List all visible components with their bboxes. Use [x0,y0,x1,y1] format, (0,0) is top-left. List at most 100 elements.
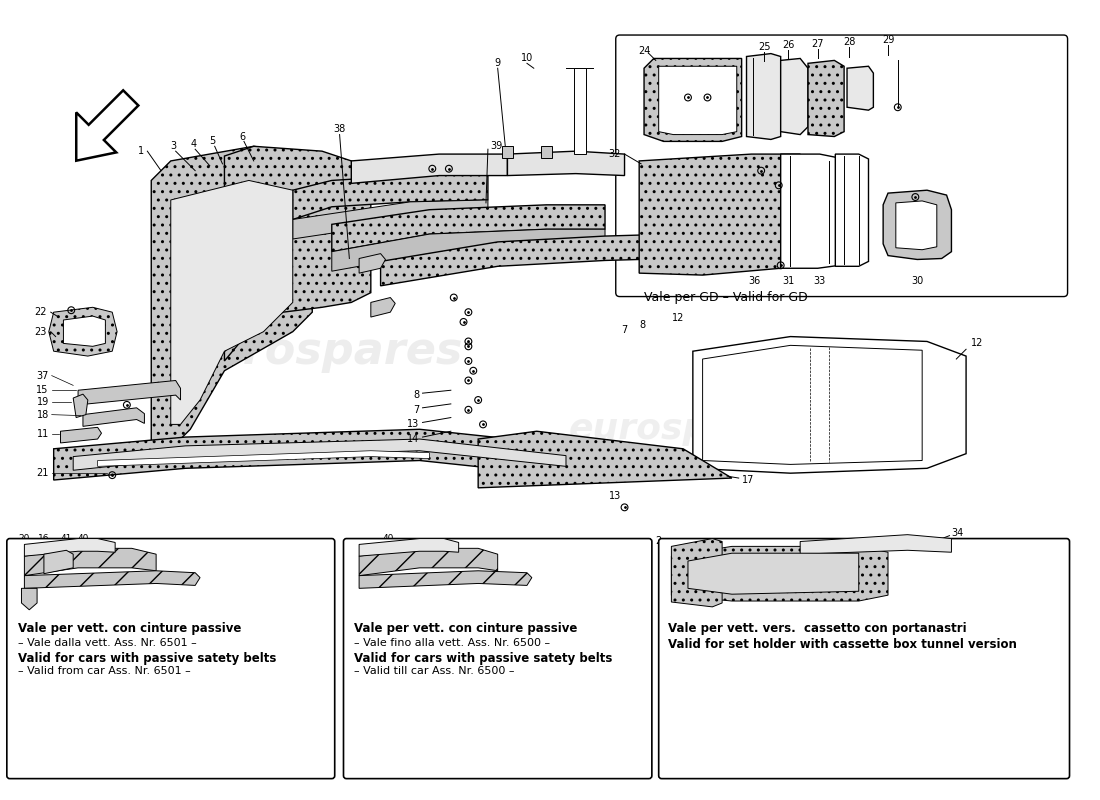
Text: 39: 39 [490,142,502,151]
Polygon shape [688,554,859,594]
Text: – Vale fino alla vett. Ass. Nr. 6500 –: – Vale fino alla vett. Ass. Nr. 6500 – [354,638,550,648]
Text: 15: 15 [36,386,48,395]
Polygon shape [502,146,514,158]
Text: 28: 28 [843,37,855,47]
Polygon shape [359,254,385,273]
Polygon shape [22,588,37,610]
Text: – Valid till car Ass. Nr. 6500 –: – Valid till car Ass. Nr. 6500 – [354,666,515,677]
Text: 20: 20 [19,534,30,543]
Text: 6: 6 [239,131,245,142]
Text: 24: 24 [638,46,650,56]
Polygon shape [478,431,732,488]
Text: 23: 23 [34,326,47,337]
Polygon shape [152,146,312,458]
Polygon shape [895,201,937,250]
Polygon shape [781,58,808,134]
Text: 3: 3 [170,142,177,151]
Polygon shape [359,570,531,588]
Polygon shape [44,550,74,574]
Text: – Valid from car Ass. Nr. 6501 –: – Valid from car Ass. Nr. 6501 – [18,666,190,677]
Text: 33: 33 [814,276,826,286]
Text: 7: 7 [414,405,419,414]
Text: eurospares: eurospares [182,330,463,373]
Text: 14: 14 [407,434,419,444]
Polygon shape [76,90,139,161]
Polygon shape [847,66,873,110]
Polygon shape [835,154,869,266]
Polygon shape [64,316,106,346]
FancyBboxPatch shape [7,538,334,778]
Polygon shape [883,190,952,259]
Text: 34: 34 [952,528,964,538]
Text: 42: 42 [32,602,43,611]
Text: 45: 45 [8,573,20,582]
Text: 11: 11 [36,429,48,439]
Text: 22: 22 [34,307,47,317]
Polygon shape [639,154,800,275]
Polygon shape [540,146,552,158]
Text: 18: 18 [164,563,175,572]
Polygon shape [800,534,952,554]
Text: 21: 21 [195,581,207,590]
Text: 30: 30 [911,276,923,286]
Polygon shape [359,538,459,556]
Polygon shape [332,205,605,252]
Text: 15: 15 [161,552,173,561]
Text: 35: 35 [898,600,910,610]
Polygon shape [224,146,371,361]
Text: Valid for cars with passive satety belts: Valid for cars with passive satety belts [18,652,276,665]
Text: 9: 9 [495,58,500,68]
Text: 29: 29 [882,35,894,45]
Text: 10: 10 [520,54,534,63]
Polygon shape [24,570,200,588]
Polygon shape [48,307,117,356]
Polygon shape [359,548,497,576]
Text: 38: 38 [333,124,345,134]
Polygon shape [671,546,888,601]
Polygon shape [98,450,429,466]
FancyBboxPatch shape [343,538,652,778]
Polygon shape [781,154,849,268]
Text: 43: 43 [35,592,46,601]
Polygon shape [82,408,144,426]
Text: Valid for set holder with cassette box tunnel version: Valid for set holder with cassette box t… [669,638,1018,651]
Text: Vale per vett. con cinture passive: Vale per vett. con cinture passive [354,622,578,635]
Text: 40: 40 [383,534,394,543]
Text: 41: 41 [60,534,72,543]
Text: 27: 27 [812,39,824,49]
Text: 8: 8 [639,320,646,330]
Polygon shape [381,234,673,286]
Polygon shape [74,439,566,470]
Text: Vale per vett. con cinture passive: Vale per vett. con cinture passive [18,622,241,635]
Text: 16: 16 [359,540,371,549]
Text: 25: 25 [758,42,770,52]
Text: – Vale dalla vett. Ass. Nr. 6501 –: – Vale dalla vett. Ass. Nr. 6501 – [18,638,196,648]
Text: 26: 26 [782,40,794,50]
Text: 1: 1 [139,146,144,156]
Text: 17: 17 [741,475,754,485]
Text: 16: 16 [39,534,50,543]
Text: 5: 5 [210,137,216,146]
Polygon shape [293,174,488,219]
Polygon shape [60,427,101,443]
Text: 13: 13 [608,490,620,501]
Text: 44: 44 [9,583,20,592]
Polygon shape [693,337,966,473]
Polygon shape [24,548,156,576]
Polygon shape [78,381,180,405]
Text: 36: 36 [748,276,760,286]
Text: 19: 19 [36,397,48,407]
Text: Vale per GD – Valid for GD: Vale per GD – Valid for GD [645,291,807,304]
Text: 12: 12 [672,313,684,323]
Text: 18: 18 [36,410,48,420]
Polygon shape [659,66,737,134]
Text: 42: 42 [359,602,371,611]
Polygon shape [74,394,88,418]
Text: 31: 31 [782,276,794,286]
Polygon shape [645,58,741,142]
Text: Vale per vett. vers.  cassetto con portanastri: Vale per vett. vers. cassetto con portan… [669,622,967,635]
Text: eurospares: eurospares [569,412,798,446]
Polygon shape [170,181,293,424]
Polygon shape [54,430,585,480]
Text: 32: 32 [608,149,620,159]
